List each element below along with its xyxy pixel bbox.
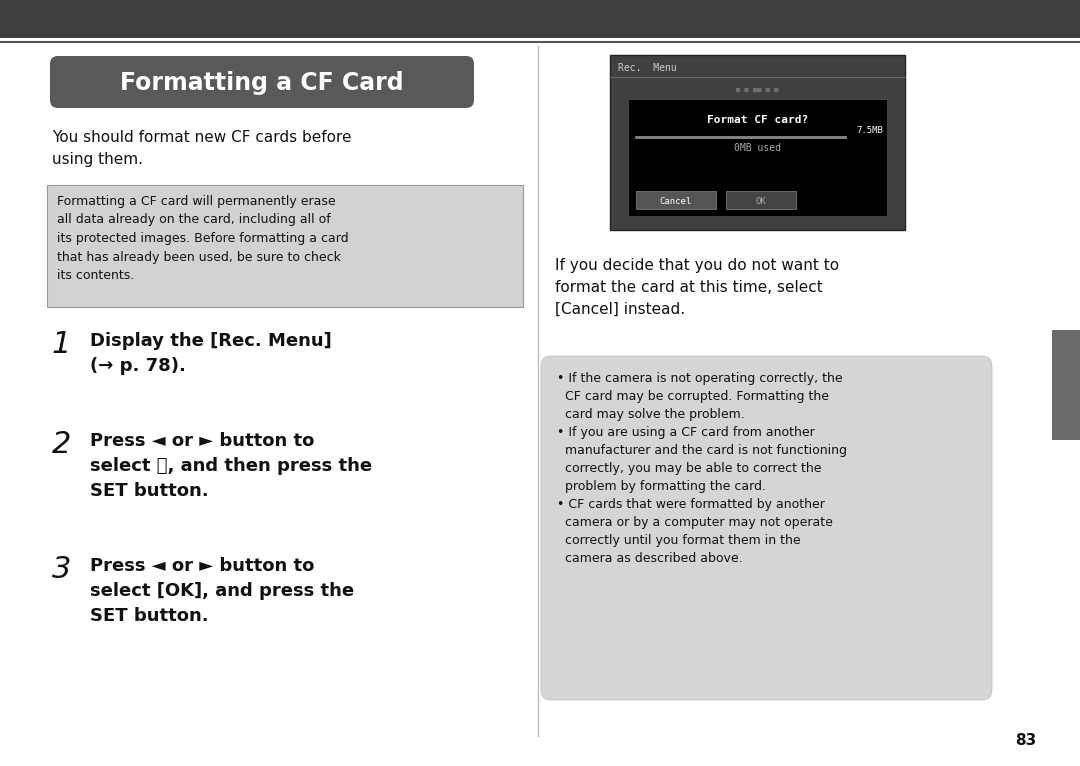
Bar <box>1052 330 1080 440</box>
Text: Press ◄ or ► button to
select [OK], and press the
SET button.: Press ◄ or ► button to select [OK], and … <box>90 557 354 625</box>
Text: 2: 2 <box>52 430 71 459</box>
Text: OK: OK <box>756 197 767 205</box>
Bar <box>48 185 523 307</box>
Text: ■ ■ ■■ ■ ■: ■ ■ ■■ ■ ■ <box>737 87 779 93</box>
Text: Rec.  Menu: Rec. Menu <box>618 63 677 73</box>
Bar <box>610 55 905 230</box>
Text: You should format new CF cards before
using them.: You should format new CF cards before us… <box>52 130 351 167</box>
Text: If you decide that you do not want to: If you decide that you do not want to <box>555 258 839 273</box>
Text: camera as described above.: camera as described above. <box>557 552 743 565</box>
Text: 7.5MB: 7.5MB <box>856 126 883 135</box>
FancyBboxPatch shape <box>50 56 474 108</box>
Text: 0MB used: 0MB used <box>734 143 781 153</box>
Text: Display the [Rec. Menu]
(→ p. 78).: Display the [Rec. Menu] (→ p. 78). <box>90 332 332 375</box>
Bar <box>0 0 1080 38</box>
Text: correctly, you may be able to correct the: correctly, you may be able to correct th… <box>557 462 822 475</box>
Text: 3: 3 <box>52 555 71 584</box>
Text: format the card at this time, select: format the card at this time, select <box>555 280 823 295</box>
Text: Cancel: Cancel <box>660 197 692 205</box>
Text: CF card may be corrupted. Formatting the: CF card may be corrupted. Formatting the <box>557 390 829 403</box>
Text: Formatting a CF Card: Formatting a CF Card <box>120 71 404 95</box>
Text: 83: 83 <box>1015 733 1036 748</box>
Text: • CF cards that were formatted by another: • CF cards that were formatted by anothe… <box>557 498 825 511</box>
Text: problem by formatting the card.: problem by formatting the card. <box>557 480 766 493</box>
Text: • If you are using a CF card from another: • If you are using a CF card from anothe… <box>557 426 814 439</box>
Text: correctly until you format them in the: correctly until you format them in the <box>557 534 800 547</box>
Text: camera or by a computer may not operate: camera or by a computer may not operate <box>557 516 833 529</box>
Text: card may solve the problem.: card may solve the problem. <box>557 408 745 421</box>
Text: Press ◄ or ► button to
select ⓘ, and then press the
SET button.: Press ◄ or ► button to select ⓘ, and the… <box>90 432 373 500</box>
Text: 1: 1 <box>52 330 71 359</box>
Text: Format CF card?: Format CF card? <box>707 115 808 125</box>
Bar <box>726 191 796 209</box>
Bar <box>636 191 716 209</box>
Text: • If the camera is not operating correctly, the: • If the camera is not operating correct… <box>557 372 842 385</box>
Text: manufacturer and the card is not functioning: manufacturer and the card is not functio… <box>557 444 847 457</box>
Bar <box>627 99 887 216</box>
Text: Formatting a CF card will permanently erase
all data already on the card, includ: Formatting a CF card will permanently er… <box>57 195 349 282</box>
FancyBboxPatch shape <box>541 356 993 700</box>
Text: [Cancel] instead.: [Cancel] instead. <box>555 302 685 317</box>
